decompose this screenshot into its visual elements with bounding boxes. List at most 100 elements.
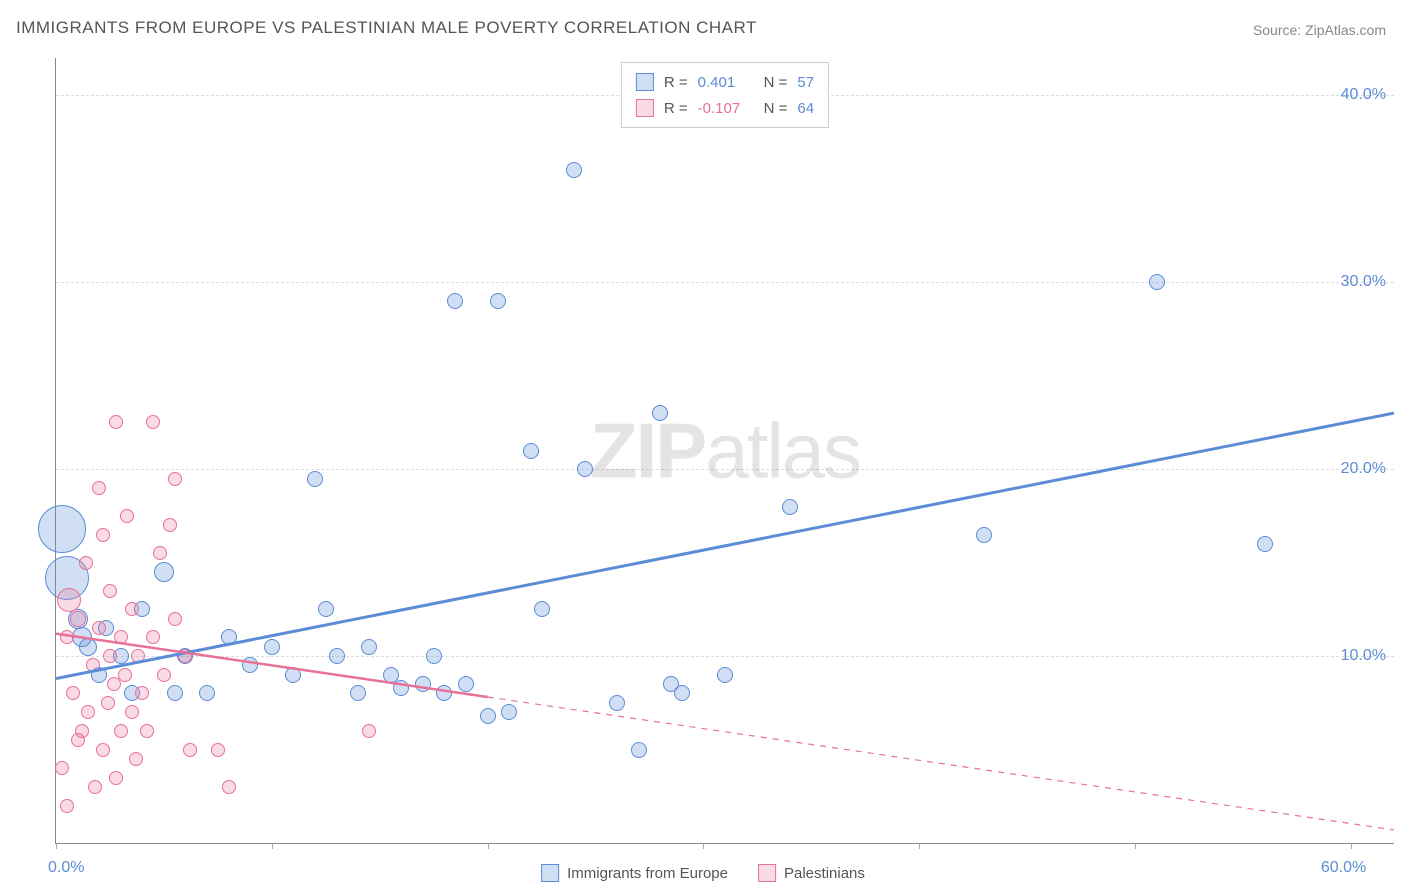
scatter-point — [426, 648, 442, 664]
legend-item: Palestinians — [758, 864, 865, 882]
scatter-point — [114, 630, 128, 644]
x-tick — [919, 843, 920, 849]
legend-swatch — [758, 864, 776, 882]
x-tick — [1351, 843, 1352, 849]
scatter-point — [307, 471, 323, 487]
scatter-point — [131, 649, 145, 663]
scatter-point — [103, 584, 117, 598]
scatter-point — [415, 676, 431, 692]
scatter-point — [129, 752, 143, 766]
watermark: ZIPatlas — [590, 405, 860, 496]
scatter-point — [157, 668, 171, 682]
scatter-point — [114, 724, 128, 738]
legend-swatch — [636, 73, 654, 91]
scatter-point — [490, 293, 506, 309]
x-tick — [56, 843, 57, 849]
scatter-point — [57, 588, 81, 612]
scatter-point — [88, 780, 102, 794]
legend-label: Immigrants from Europe — [567, 865, 728, 882]
r-value: 0.401 — [698, 74, 754, 91]
x-tick — [272, 843, 273, 849]
legend-swatch — [541, 864, 559, 882]
r-label: R = — [664, 74, 688, 91]
scatter-point — [183, 743, 197, 757]
x-tick-label: 60.0% — [1321, 859, 1366, 877]
r-label: R = — [664, 100, 688, 117]
scatter-point — [523, 443, 539, 459]
n-value: 57 — [797, 74, 814, 91]
scatter-point — [1149, 274, 1165, 290]
scatter-point — [92, 481, 106, 495]
scatter-point — [631, 742, 647, 758]
gridline — [56, 469, 1394, 470]
chart-container: IMMIGRANTS FROM EUROPE VS PALESTINIAN MA… — [0, 0, 1406, 892]
scatter-point — [154, 562, 174, 582]
scatter-point — [362, 724, 376, 738]
scatter-point — [75, 724, 89, 738]
scatter-point — [60, 799, 74, 813]
scatter-point — [782, 499, 798, 515]
scatter-point — [109, 771, 123, 785]
x-tick — [703, 843, 704, 849]
y-tick-label: 40.0% — [1341, 86, 1386, 104]
scatter-point — [81, 705, 95, 719]
scatter-point — [79, 556, 93, 570]
scatter-point — [566, 162, 582, 178]
scatter-point — [66, 686, 80, 700]
legend-label: Palestinians — [784, 865, 865, 882]
n-label: N = — [764, 100, 788, 117]
scatter-point — [976, 527, 992, 543]
scatter-point — [120, 509, 134, 523]
scatter-point — [329, 648, 345, 664]
scatter-point — [92, 621, 106, 635]
scatter-point — [393, 680, 409, 696]
scatter-point — [168, 472, 182, 486]
scatter-point — [135, 686, 149, 700]
scatter-point — [458, 676, 474, 692]
source-label: Source: ZipAtlas.com — [1253, 22, 1386, 38]
scatter-point — [70, 611, 86, 627]
legend-series: Immigrants from Europe Palestinians — [541, 864, 865, 882]
scatter-point — [221, 629, 237, 645]
scatter-point — [178, 649, 192, 663]
gridline — [56, 282, 1394, 283]
scatter-point — [125, 705, 139, 719]
scatter-point — [501, 704, 517, 720]
scatter-point — [350, 685, 366, 701]
scatter-point — [103, 649, 117, 663]
scatter-point — [146, 415, 160, 429]
n-label: N = — [764, 74, 788, 91]
scatter-point — [318, 601, 334, 617]
scatter-point — [652, 405, 668, 421]
scatter-point — [60, 630, 74, 644]
chart-title: IMMIGRANTS FROM EUROPE VS PALESTINIAN MA… — [16, 18, 757, 38]
scatter-point — [242, 657, 258, 673]
scatter-point — [199, 685, 215, 701]
scatter-point — [118, 668, 132, 682]
plot-area: R = 0.401 N = 57 R = -0.107 N = 64 ZIPat… — [55, 58, 1394, 844]
scatter-point — [264, 639, 280, 655]
x-tick — [1135, 843, 1136, 849]
scatter-point — [38, 505, 86, 553]
x-tick-label: 0.0% — [48, 859, 84, 877]
scatter-point — [1257, 536, 1273, 552]
legend-row: R = -0.107 N = 64 — [636, 95, 814, 121]
scatter-point — [222, 780, 236, 794]
n-value: 64 — [797, 100, 814, 117]
scatter-point — [109, 415, 123, 429]
legend-row: R = 0.401 N = 57 — [636, 69, 814, 95]
r-value: -0.107 — [698, 100, 754, 117]
gridline — [56, 656, 1394, 657]
x-tick — [488, 843, 489, 849]
scatter-point — [55, 761, 69, 775]
scatter-point — [163, 518, 177, 532]
legend-correlation: R = 0.401 N = 57 R = -0.107 N = 64 — [621, 62, 829, 128]
legend-item: Immigrants from Europe — [541, 864, 728, 882]
scatter-point — [361, 639, 377, 655]
scatter-point — [211, 743, 225, 757]
y-tick-label: 10.0% — [1341, 647, 1386, 665]
scatter-point — [168, 612, 182, 626]
scatter-point — [480, 708, 496, 724]
legend-swatch — [636, 99, 654, 117]
scatter-point — [717, 667, 733, 683]
